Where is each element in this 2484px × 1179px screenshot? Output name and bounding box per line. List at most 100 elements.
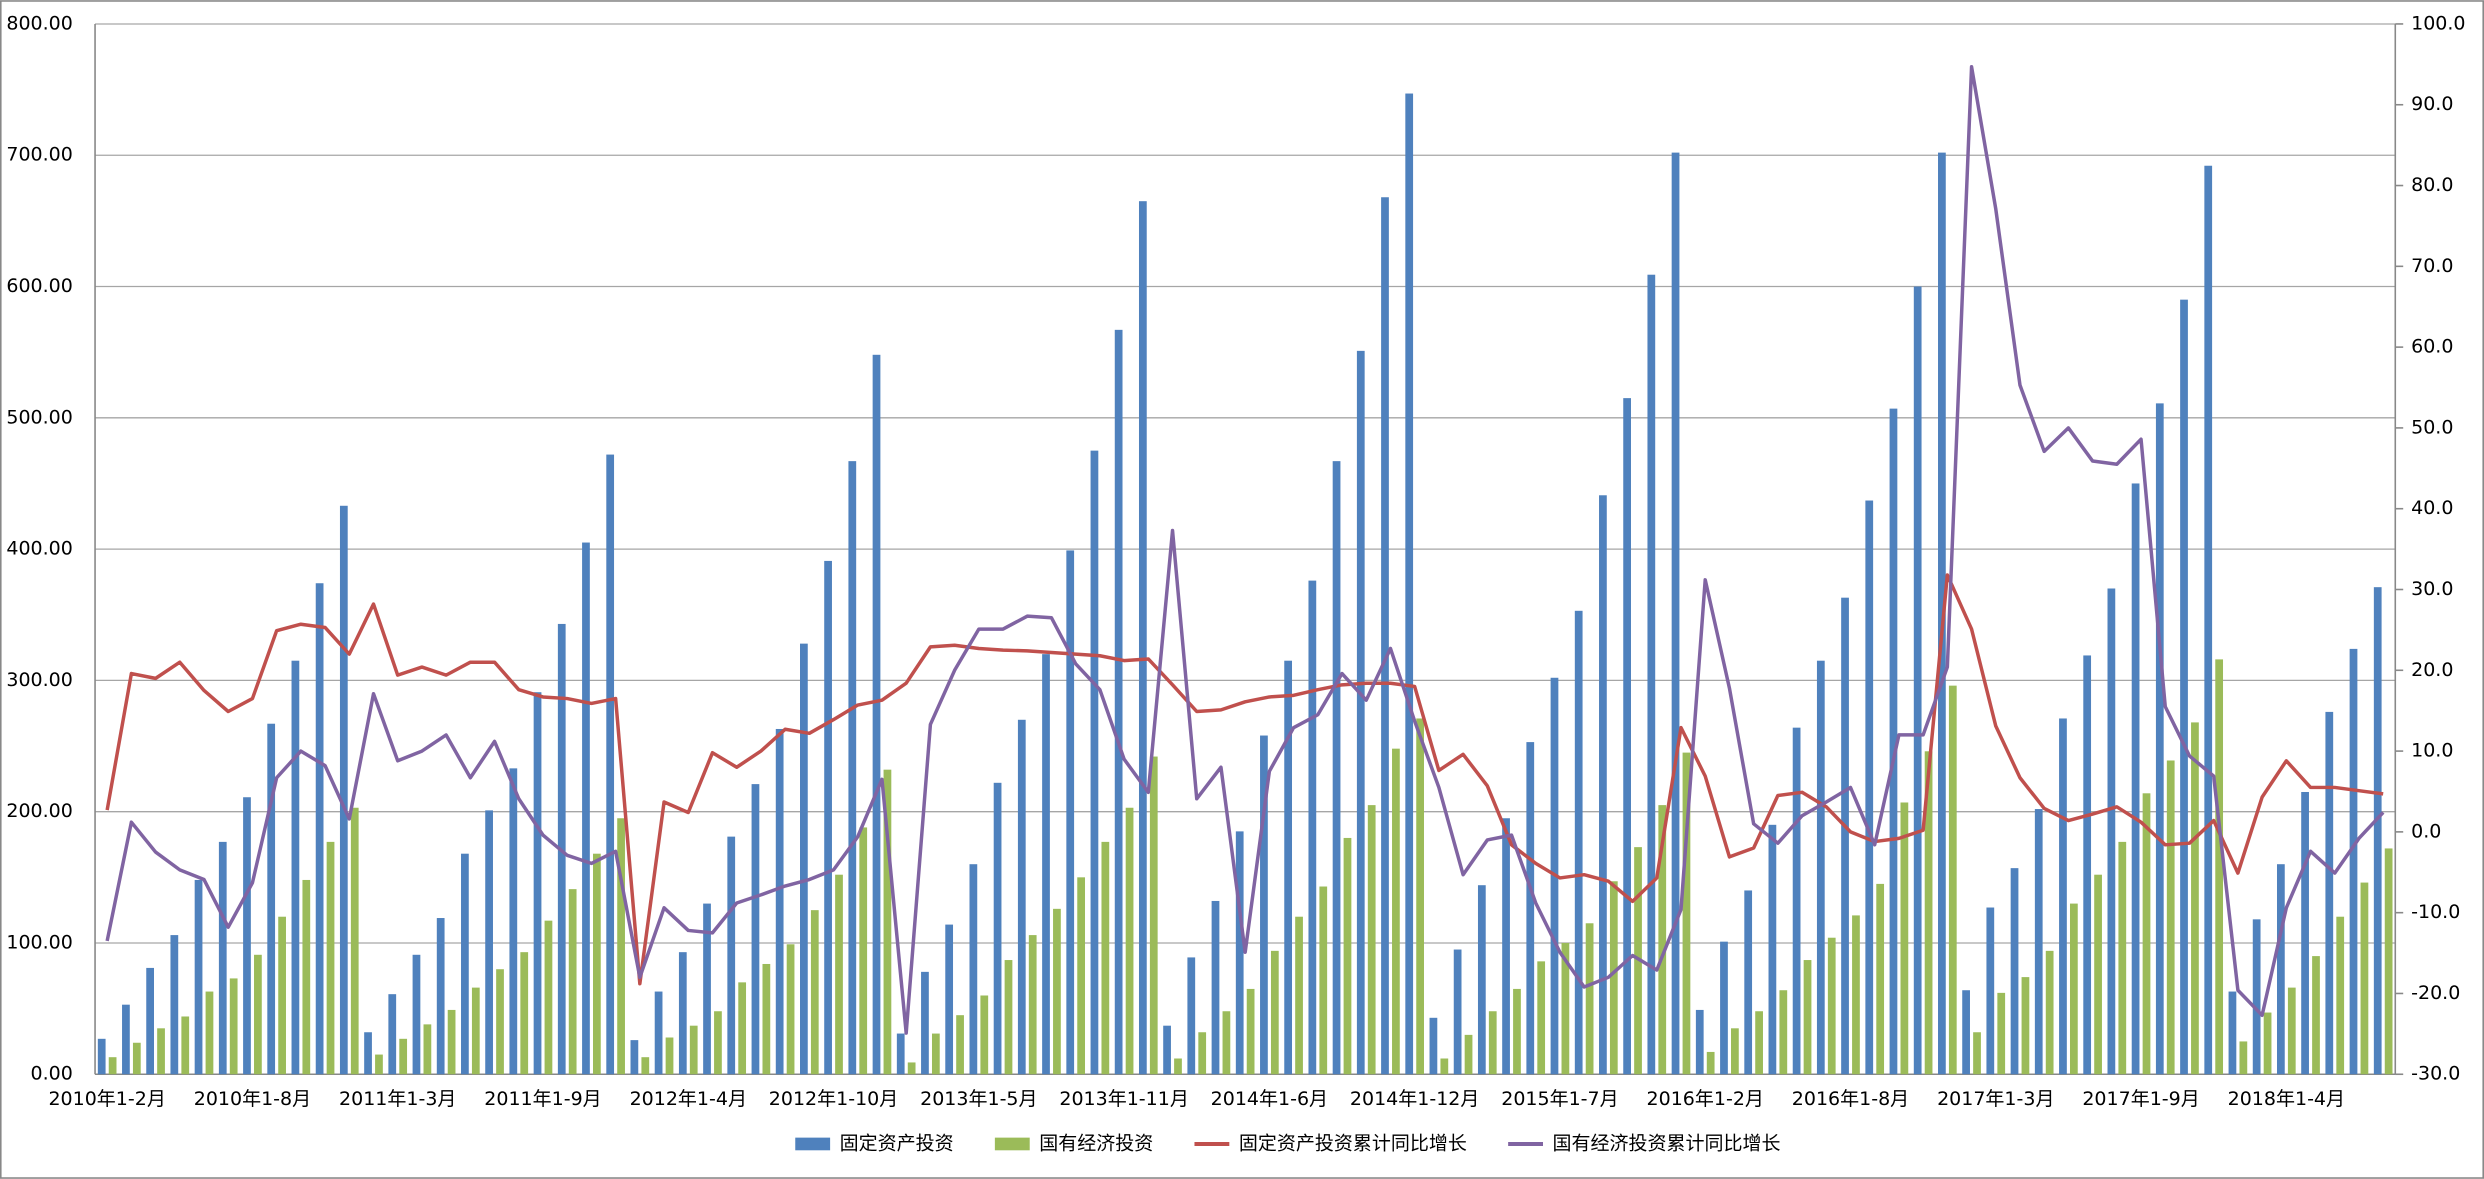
bar [775, 728, 784, 1075]
bar [956, 1015, 964, 1075]
bar [1187, 957, 1196, 1075]
bar [1924, 751, 1933, 1075]
bar [97, 1038, 106, 1075]
bar [2069, 903, 2078, 1075]
x-tick-label: 2014年1-6月 [1211, 1088, 1328, 1110]
bar [1816, 660, 1825, 1075]
x-tick-label: 2018年1-4月 [2228, 1088, 2345, 1110]
bar [1852, 915, 1860, 1075]
bar [714, 1011, 722, 1075]
legend-swatch [994, 1137, 1030, 1151]
y2-tick-label: 60.0 [2411, 336, 2453, 358]
bar [1513, 988, 1521, 1075]
bar [243, 797, 251, 1075]
bar [727, 836, 736, 1075]
y2-tick-label: 40.0 [2411, 497, 2453, 519]
bar [2107, 588, 2116, 1075]
y2-tick-label: -30.0 [2411, 1063, 2460, 1085]
x-tick-label: 2010年1-8月 [194, 1088, 311, 1110]
x-tick-label: 2016年1-8月 [1792, 1088, 1909, 1110]
y-tick-label: 700.00 [6, 144, 72, 166]
bar [824, 560, 832, 1075]
legend-label: 固定资产投资 [840, 1132, 954, 1154]
x-tick-label: 2014年1-12月 [1350, 1088, 1479, 1110]
bar [1319, 886, 1328, 1075]
bar [1962, 990, 1970, 1075]
bar [678, 952, 687, 1075]
bar [1827, 937, 1836, 1075]
x-tick-label: 2011年1-3月 [339, 1088, 456, 1110]
y-tick-label: 100.00 [6, 931, 72, 953]
line [105, 573, 2384, 986]
bar [436, 918, 445, 1075]
y-tick-label: 500.00 [6, 406, 72, 428]
bar [751, 784, 760, 1075]
bar [1537, 961, 1546, 1075]
y2-tick-label: 50.0 [2411, 416, 2453, 438]
bar [2021, 977, 2030, 1075]
bar [170, 935, 179, 1075]
bar [1004, 960, 1013, 1075]
bar [1913, 286, 1922, 1075]
bar [447, 1009, 456, 1075]
bar [993, 782, 1002, 1075]
bar [1609, 881, 1618, 1075]
bar [1284, 660, 1293, 1075]
bar [194, 879, 203, 1075]
bar [896, 1033, 905, 1075]
bar [2166, 760, 2175, 1075]
x-tick-label: 2015年1-7月 [1501, 1088, 1618, 1110]
bar [1526, 742, 1535, 1075]
bar [1841, 597, 1849, 1075]
bar [1332, 461, 1341, 1075]
bar [146, 967, 154, 1075]
bar [1779, 990, 1788, 1075]
bar [1367, 805, 1376, 1075]
bar [1706, 1051, 1715, 1075]
bar [2142, 793, 2151, 1075]
bar [1405, 93, 1414, 1075]
bar [471, 987, 480, 1075]
bar [2083, 655, 2092, 1075]
bar [399, 1038, 408, 1075]
y2-tick-label: 80.0 [2411, 174, 2453, 196]
bar [931, 1033, 940, 1075]
bar [980, 995, 989, 1075]
bar [1260, 735, 1268, 1075]
bar [2336, 916, 2345, 1075]
bar [641, 1057, 650, 1075]
bar [2045, 950, 2054, 1075]
bar [267, 723, 276, 1075]
bar [254, 954, 262, 1075]
bar [1125, 807, 1134, 1075]
bar [1876, 883, 1885, 1075]
bar [1343, 837, 1352, 1075]
y-tick-label: 600.00 [6, 275, 72, 297]
bar [945, 924, 954, 1075]
bar [375, 1054, 383, 1075]
bar [1246, 988, 1255, 1075]
bar [1066, 550, 1075, 1075]
bar [1938, 152, 1946, 1075]
bar [218, 841, 227, 1075]
bar [1222, 1011, 1231, 1075]
bar [1270, 950, 1279, 1075]
legend-label: 固定资产投资累计同比增长 [1239, 1132, 1467, 1154]
bar [969, 864, 978, 1075]
bar [2239, 1041, 2248, 1075]
bar [520, 952, 529, 1075]
bar [800, 643, 808, 1075]
bar [1720, 941, 1728, 1075]
x-tick-label: 2016年1-2月 [1647, 1088, 1764, 1110]
bar [1308, 580, 1317, 1075]
bar [835, 874, 843, 1075]
x-tick-label: 2013年1-11月 [1059, 1088, 1188, 1110]
bar [2325, 711, 2334, 1075]
bar [568, 889, 577, 1075]
x-tick-label: 2013年1-5月 [920, 1088, 1037, 1110]
bar [122, 1004, 130, 1075]
bar [157, 1028, 165, 1075]
bar [1211, 900, 1220, 1075]
x-tick-label: 2010年1-2月 [48, 1088, 165, 1110]
line [105, 65, 2385, 1035]
